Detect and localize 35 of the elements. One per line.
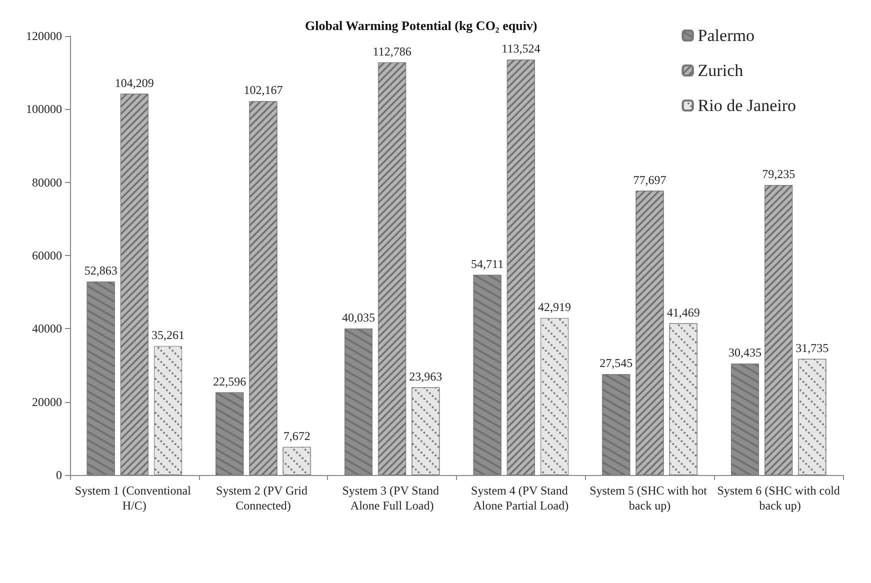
y-tick-label: 20000 [32, 394, 62, 409]
y-tick-label: 120000 [26, 29, 62, 43]
data-label: 31,735 [796, 340, 829, 355]
data-label: 113,524 [502, 42, 540, 56]
data-label: 40,035 [342, 310, 375, 325]
data-label: 27,545 [600, 356, 633, 370]
data-label: 104,209 [114, 76, 154, 90]
data-label: 7,672 [283, 428, 310, 443]
x-tick-label: System 5 (SHC with hot back up) [590, 484, 710, 512]
y-tick-label: 100000 [26, 102, 62, 116]
y-tick-label: 80000 [32, 175, 62, 190]
data-label: 42,919 [538, 300, 572, 314]
data-label: 35,261 [152, 328, 185, 342]
y-tick-label: 0 [56, 468, 62, 482]
x-tick-label: System 4 (PV Stand Alone Partial Load) [471, 484, 571, 512]
data-label: 22,596 [213, 374, 246, 388]
x-tick-label: System 6 (SHC with cold back up) [717, 484, 840, 512]
data-label: 52,863 [84, 264, 118, 278]
x-tick-label: System 1 (Conventional H/C) [74, 484, 194, 512]
x-tick-label: System 3 (PV Stand Alone Full Load) [342, 484, 442, 512]
data-label: 23,963 [409, 369, 442, 384]
data-label: 112,786 [372, 44, 412, 58]
x-tick-label: System 2 (PV Grid Connected) [216, 484, 310, 512]
legend-label: Zurich [698, 61, 744, 80]
data-label: 30,435 [728, 346, 762, 360]
chart-title: Global Warming Potential (kg CO₂ equiv) [305, 18, 538, 33]
data-label: 79,235 [762, 167, 796, 182]
data-label: 102,167 [244, 83, 283, 98]
data-label: 41,469 [666, 305, 700, 320]
legend-label: Palermo [698, 26, 754, 45]
legend-label: Rio de Janeiro [698, 96, 796, 115]
y-tick-label: 40000 [32, 322, 62, 336]
data-label: 54,711 [471, 256, 504, 271]
y-tick-label: 60000 [32, 248, 62, 262]
data-label: 77,697 [633, 172, 666, 187]
